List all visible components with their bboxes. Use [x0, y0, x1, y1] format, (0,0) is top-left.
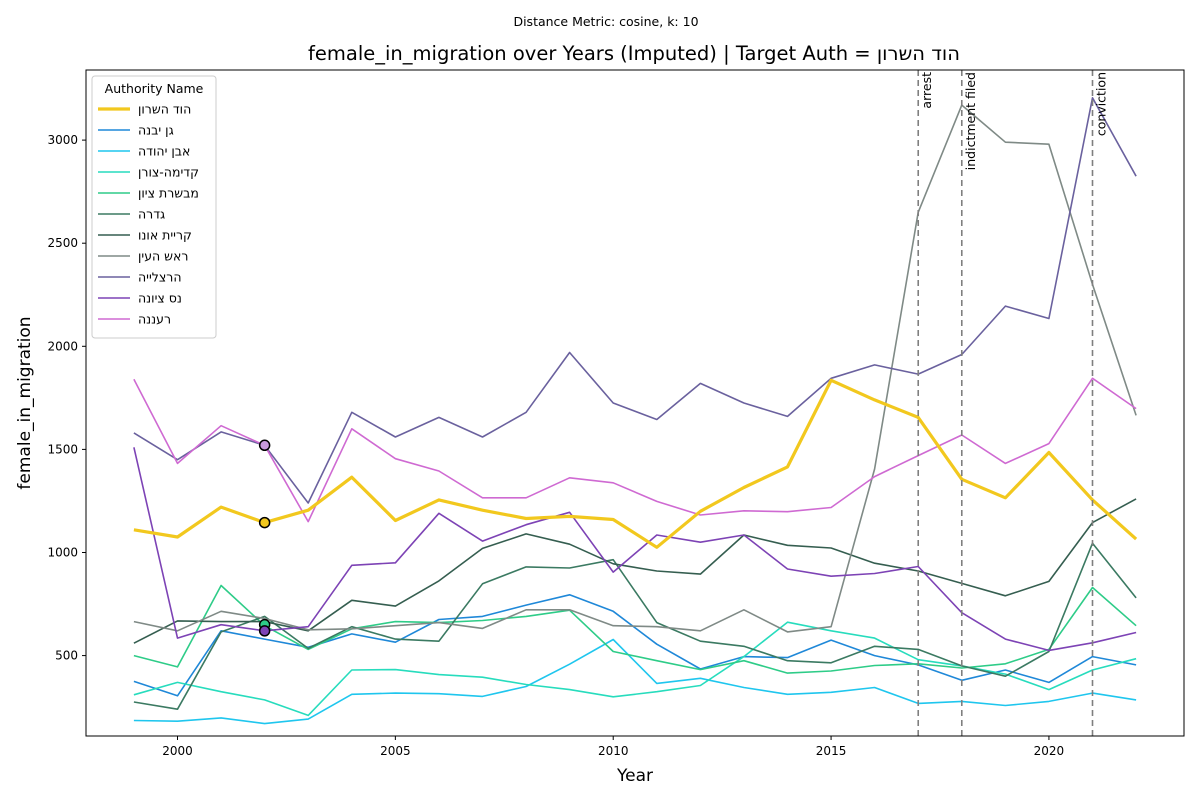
legend-entry-label: אבן יהודה: [138, 144, 190, 159]
plot-area: arrest indictment filed conviction: [133, 70, 1138, 736]
event-label: indictment filed: [963, 72, 978, 170]
legend-title: Authority Name: [105, 81, 204, 96]
y-axis-label: female_in_migration: [15, 316, 35, 489]
legend-entry-label: הרצלייה: [138, 270, 182, 285]
y-tick-label: 1000: [47, 545, 78, 559]
y-tick-label: 1500: [47, 442, 78, 456]
chart-title: female_in_migration over Years (Imputed)…: [308, 42, 960, 65]
x-tick-label: 2020: [1034, 744, 1065, 758]
legend-entry-label: נס ציונה: [138, 291, 182, 306]
legend-entry-label: גדרה: [138, 207, 165, 222]
x-tick-label: 2005: [380, 744, 411, 758]
legend-entry-label: גן יבנה: [138, 123, 174, 138]
series-line: [133, 542, 1137, 711]
legend-entry-label: ראש העין: [138, 249, 188, 264]
x-axis-label: Year: [616, 766, 653, 786]
series-line: [133, 447, 1137, 652]
imputed-point-marker: [258, 625, 271, 637]
chart-suptitle: Distance Metric: cosine, k: 10: [513, 14, 698, 29]
event-label: arrest: [919, 72, 934, 109]
y-tick-label: 3000: [47, 133, 78, 147]
legend-entry-label: רעננה: [138, 312, 171, 327]
plot-frame: [85, 69, 1185, 737]
series-line: [133, 97, 1137, 504]
legend-entry-label: הוד השרון: [138, 102, 191, 117]
y-tick-label: 2500: [47, 236, 78, 250]
imputed-point-marker: [258, 516, 271, 529]
series-line: [133, 593, 1137, 697]
x-axis: 2000 2005 2010 2015 2020: [162, 736, 1064, 758]
legend: Authority Name הוד השרון גן יבנה אבן יהודה…: [91, 75, 217, 339]
imputed-point-marker: [258, 439, 271, 452]
x-tick-label: 2000: [162, 744, 193, 758]
y-tick-label: 2000: [47, 339, 78, 353]
x-tick-label: 2010: [598, 744, 629, 758]
legend-entry-label: קדימה-צורן: [138, 165, 199, 180]
event-label: conviction: [1094, 72, 1109, 136]
series-line: [133, 377, 1137, 523]
series-line: [133, 378, 1138, 549]
legend-box: [91, 75, 217, 339]
x-tick-label: 2015: [816, 744, 847, 758]
legend-entry-label: קריית אונו: [138, 228, 192, 243]
y-axis: 500 1000 1500 2000 2500 3000: [47, 133, 86, 663]
legend-entry-label: מבשרת ציון: [138, 186, 199, 201]
series-line: [133, 498, 1137, 644]
series-line: [133, 638, 1137, 725]
y-tick-label: 500: [55, 649, 78, 663]
